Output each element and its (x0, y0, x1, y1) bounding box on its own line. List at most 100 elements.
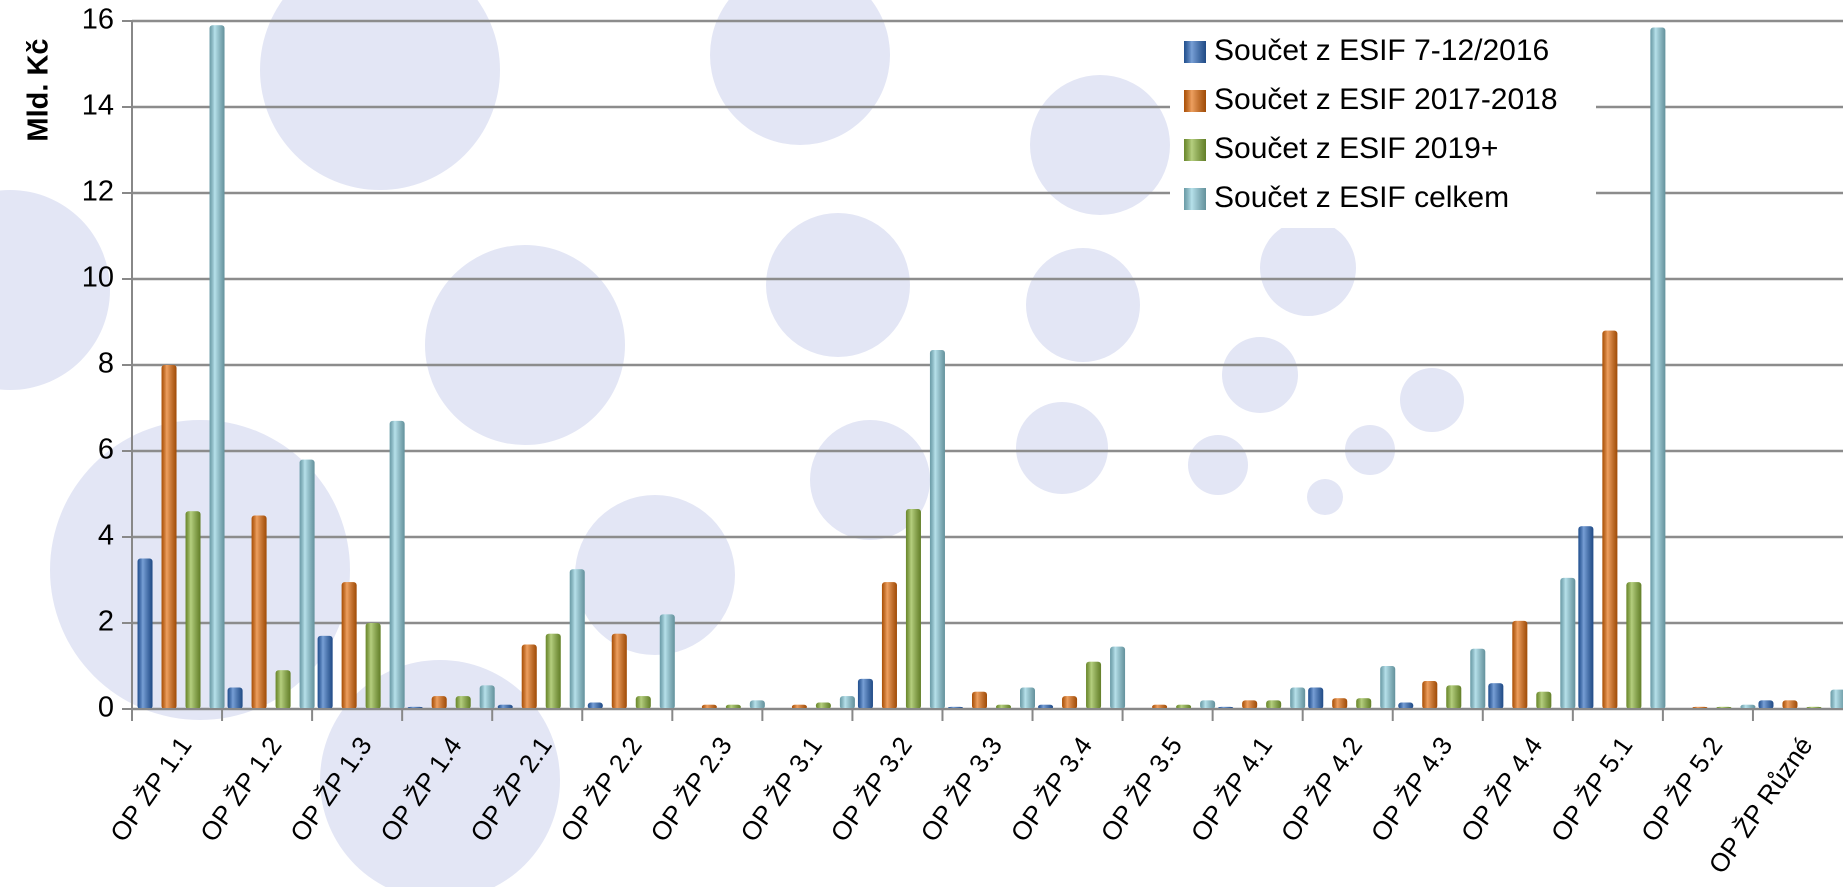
bar-group (210, 25, 225, 709)
bar-group (1488, 683, 1503, 709)
bar-group (228, 688, 243, 710)
bar-group (162, 365, 177, 709)
chart: Mld. Kč 0246810121416OP ŽP 1.1OP ŽP 1.2O… (0, 0, 1843, 887)
y-tick-label: 16 (82, 4, 114, 36)
bar-group (1308, 688, 1323, 710)
x-tick-label: OP ŽP 4.2 (1275, 731, 1369, 847)
bar-shade (750, 700, 765, 709)
bar-shade (432, 696, 447, 709)
bar-group (1758, 700, 1773, 709)
legend-swatch-shade (1184, 139, 1206, 161)
x-tick-label: OP ŽP 3.2 (824, 731, 918, 847)
y-axis-label: Mld. Kč (23, 38, 55, 141)
bar-group (252, 516, 267, 710)
x-tick-label: OP ŽP 3.1 (734, 731, 828, 847)
bar-group (660, 614, 675, 709)
bar-shade (972, 692, 987, 709)
legend-label: Součet z ESIF 7-12/2016 (1214, 34, 1549, 67)
bar-group (972, 692, 987, 709)
bar-group (840, 696, 855, 709)
bar-group (456, 696, 471, 709)
bar-shade (1422, 681, 1437, 709)
bar-shade (228, 688, 243, 710)
bar-shade (138, 559, 153, 710)
bar-shade (1578, 526, 1593, 709)
bar-group (522, 645, 537, 710)
bar-shade (1308, 688, 1323, 710)
bar-shade (480, 685, 495, 709)
y-tick-label: 10 (82, 262, 114, 294)
bar-group (1356, 698, 1371, 709)
legend-swatch-shade (1184, 41, 1206, 63)
bar-group (1020, 688, 1035, 710)
y-tick-label: 2 (98, 606, 114, 638)
bar-shade (1062, 696, 1077, 709)
bar-shade (1290, 688, 1305, 710)
legend-label: Součet z ESIF 2019+ (1214, 132, 1498, 165)
bar-shade (342, 582, 357, 709)
bar-shade (252, 516, 267, 710)
bar-shade (1446, 685, 1461, 709)
bar-shade (210, 25, 225, 709)
bar-group (432, 696, 447, 709)
bar-shade (570, 569, 585, 709)
bar-shade (1512, 621, 1527, 709)
bar-group (300, 460, 315, 709)
x-tick-label: OP ŽP 1.2 (194, 731, 288, 847)
bar-group (390, 421, 405, 709)
bar-group (1578, 526, 1593, 709)
bar-group (612, 634, 627, 709)
bar-shade (456, 696, 471, 709)
bar-group (1602, 331, 1617, 709)
bar-group (570, 569, 585, 709)
bar-group (1446, 685, 1461, 709)
bar-shade (186, 511, 201, 709)
bar-shade (882, 582, 897, 709)
legend-label: Součet z ESIF 2017-2018 (1214, 83, 1558, 116)
bar-shade (930, 350, 945, 709)
bar-group (1332, 698, 1347, 709)
bar-group (1062, 696, 1077, 709)
x-tick-label: OP ŽP 3.4 (1004, 731, 1098, 847)
bar-shade (276, 670, 291, 709)
bar-group (318, 636, 333, 709)
bar-shade (1242, 700, 1257, 709)
bar-group (276, 670, 291, 709)
bar-group (1110, 647, 1125, 709)
bar-shade (1536, 692, 1551, 709)
bar-shade (522, 645, 537, 710)
y-tick-label: 0 (98, 692, 114, 724)
bar-shade (1560, 578, 1575, 709)
bar-group (1536, 692, 1551, 709)
x-tick-label: OP ŽP 2.2 (554, 731, 648, 847)
bar-group (1242, 700, 1257, 709)
bar-shade (636, 696, 651, 709)
bar-shade (1626, 582, 1641, 709)
bar-group (858, 679, 873, 709)
bar-group (1650, 27, 1665, 709)
bar-group (480, 685, 495, 709)
bar-group (930, 350, 945, 709)
bar-shade (1380, 666, 1395, 709)
legend: Součet z ESIF 7-12/2016 Součet z ESIF 201… (1170, 28, 1596, 228)
bar-shade (1020, 688, 1035, 710)
bar-group (750, 700, 765, 709)
bar-shade (1758, 700, 1773, 709)
bar-shade (858, 679, 873, 709)
legend-swatch-shade (1184, 188, 1206, 210)
bar-shade (660, 614, 675, 709)
bar-group (906, 509, 921, 709)
bar-group (546, 634, 561, 709)
bar-group (1626, 582, 1641, 709)
bar-shade (1110, 647, 1125, 709)
bar-group (1782, 700, 1797, 709)
bar-group (1560, 578, 1575, 709)
y-tick-label: 14 (82, 90, 114, 122)
bar-group (366, 623, 381, 709)
bar-shade (366, 623, 381, 709)
legend-swatch-shade (1184, 90, 1206, 112)
bar-shade (1266, 700, 1281, 709)
bar-group (1266, 700, 1281, 709)
bar-group (1422, 681, 1437, 709)
x-tick-label: OP ŽP 1.1 (104, 731, 198, 847)
